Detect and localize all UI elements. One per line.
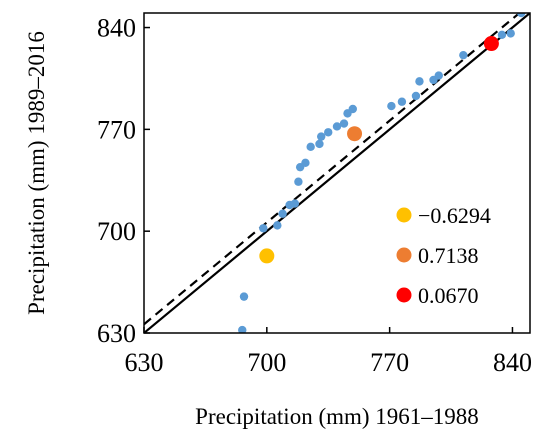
y-tick-label: 630 bbox=[97, 319, 136, 348]
data-point bbox=[290, 199, 300, 208]
data-point bbox=[306, 142, 315, 152]
data-point bbox=[411, 91, 421, 101]
y-tick-label: 700 bbox=[97, 217, 136, 246]
highlight-point-1 bbox=[259, 248, 275, 264]
data-point bbox=[332, 122, 342, 131]
data-point bbox=[506, 29, 515, 38]
data-point bbox=[324, 128, 333, 137]
x-tick-label: 630 bbox=[125, 348, 164, 377]
data-point bbox=[259, 224, 268, 233]
data-point bbox=[315, 139, 324, 149]
data-point bbox=[301, 158, 310, 168]
data-point bbox=[387, 101, 396, 111]
data-point bbox=[294, 177, 303, 186]
data-point bbox=[239, 292, 249, 301]
plot-content bbox=[144, 13, 530, 333]
data-point bbox=[339, 119, 349, 128]
axis-ticks: 630 700 770 840 630 700 770 840 bbox=[97, 14, 532, 377]
x-tick-label: 700 bbox=[247, 348, 286, 377]
legend: −0.6294 0.7138 0.0670 bbox=[396, 203, 491, 308]
data-point bbox=[397, 97, 407, 106]
legend-marker bbox=[396, 287, 412, 303]
legend-label: −0.6294 bbox=[418, 203, 491, 228]
y-axis-title: Precipitation (mm) 1989–2016 bbox=[24, 31, 49, 315]
data-point bbox=[497, 30, 507, 40]
data-point bbox=[348, 104, 357, 114]
plot-frame bbox=[143, 12, 531, 334]
data-point bbox=[459, 50, 468, 60]
x-tick-label: 840 bbox=[493, 348, 532, 377]
data-point bbox=[434, 71, 443, 80]
legend-label: 0.0670 bbox=[418, 283, 479, 308]
dashed-reference-line bbox=[144, 13, 522, 326]
highlight-point-2 bbox=[347, 126, 363, 142]
y-tick-label: 840 bbox=[97, 14, 136, 43]
data-point bbox=[273, 221, 282, 230]
data-point bbox=[317, 132, 326, 141]
x-tick-label: 770 bbox=[370, 348, 409, 377]
legend-label: 0.7138 bbox=[418, 243, 479, 268]
highlight-point-3 bbox=[483, 36, 499, 52]
data-point bbox=[238, 325, 247, 333]
data-point bbox=[278, 209, 287, 218]
legend-marker bbox=[396, 247, 412, 263]
one-to-one-line bbox=[144, 13, 530, 333]
x-axis-title: Precipitation (mm) 1961–1988 bbox=[195, 404, 479, 429]
data-point bbox=[517, 13, 526, 18]
y-tick-label: 770 bbox=[97, 115, 136, 144]
legend-marker bbox=[396, 207, 412, 223]
data-point bbox=[415, 77, 424, 86]
